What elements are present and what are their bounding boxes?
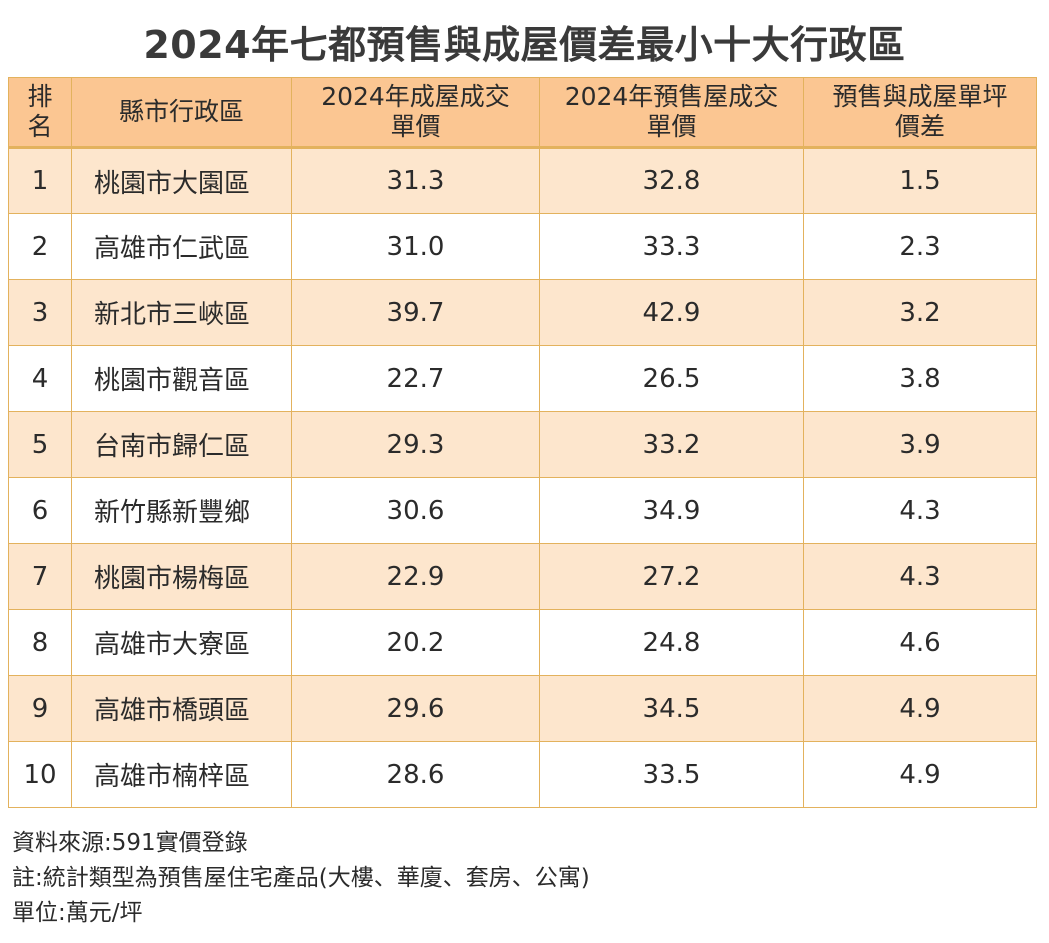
rank-cell: 7 xyxy=(8,543,72,610)
header-existing-line2: 單價 xyxy=(390,112,441,141)
presale-price-cell: 27.2 xyxy=(539,543,804,610)
region-cell: 高雄市仁武區 xyxy=(71,213,292,280)
header-rank-line1: 排 xyxy=(27,82,53,111)
header-presale-price: 2024年預售屋成交 單價 xyxy=(539,77,804,149)
region-cell: 桃園市大園區 xyxy=(71,147,292,214)
rank-cell: 8 xyxy=(8,609,72,676)
price-diff-cell: 4.6 xyxy=(803,609,1037,676)
price-diff-cell: 4.9 xyxy=(803,675,1037,742)
existing-price-cell: 31.0 xyxy=(291,213,540,280)
presale-price-cell: 34.9 xyxy=(539,477,804,544)
price-diff-cell: 3.8 xyxy=(803,345,1037,412)
region-cell: 新竹縣新豐鄉 xyxy=(71,477,292,544)
header-existing-line1: 2024年成屋成交 xyxy=(321,82,510,111)
presale-price-cell: 34.5 xyxy=(539,675,804,742)
region-cell: 桃園市楊梅區 xyxy=(71,543,292,610)
rank-cell: 3 xyxy=(8,279,72,346)
rank-cell: 6 xyxy=(8,477,72,544)
price-diff-cell: 3.2 xyxy=(803,279,1037,346)
table-row: 9 高雄市橋頭區 29.6 34.5 4.9 xyxy=(8,675,1037,742)
presale-price-cell: 33.5 xyxy=(539,741,804,808)
rank-cell: 1 xyxy=(8,147,72,214)
region-cell: 桃園市觀音區 xyxy=(71,345,292,412)
price-diff-cell: 1.5 xyxy=(803,147,1037,214)
region-cell: 高雄市楠梓區 xyxy=(71,741,292,808)
existing-price-cell: 30.6 xyxy=(291,477,540,544)
presale-price-cell: 42.9 xyxy=(539,279,804,346)
header-diff-line1: 預售與成屋單坪 xyxy=(832,82,1008,111)
rank-cell: 2 xyxy=(8,213,72,280)
region-cell: 高雄市大寮區 xyxy=(71,609,292,676)
existing-price-cell: 31.3 xyxy=(291,147,540,214)
existing-price-cell: 20.2 xyxy=(291,609,540,676)
header-region-line1: 縣市行政區 xyxy=(118,97,244,126)
header-presale-line2: 單價 xyxy=(646,112,697,141)
presale-price-cell: 33.3 xyxy=(539,213,804,280)
rank-cell: 4 xyxy=(8,345,72,412)
existing-price-cell: 22.7 xyxy=(291,345,540,412)
existing-price-cell: 28.6 xyxy=(291,741,540,808)
existing-price-cell: 29.6 xyxy=(291,675,540,742)
header-existing-price: 2024年成屋成交 單價 xyxy=(291,77,540,149)
table-row: 5 台南市歸仁區 29.3 33.2 3.9 xyxy=(8,411,1037,478)
header-rank-line2: 名 xyxy=(27,112,53,141)
presale-price-cell: 33.2 xyxy=(539,411,804,478)
table-row: 10 高雄市楠梓區 28.6 33.5 4.9 xyxy=(8,741,1037,808)
table-row: 6 新竹縣新豐鄉 30.6 34.9 4.3 xyxy=(8,477,1037,544)
scope-note: 註:統計類型為預售屋住宅產品(大樓、華廈、套房、公寓) xyxy=(12,865,590,891)
existing-price-cell: 39.7 xyxy=(291,279,540,346)
chart-title: 2024年七都預售與成屋價差最小十大行政區 xyxy=(143,23,906,67)
source-note: 資料來源:591實價登錄 xyxy=(12,830,248,856)
unit-note: 單位:萬元/坪 xyxy=(12,900,143,926)
header-rank: 排 名 xyxy=(8,77,72,149)
price-diff-cell: 4.9 xyxy=(803,741,1037,808)
region-cell: 新北市三峽區 xyxy=(71,279,292,346)
presale-price-cell: 26.5 xyxy=(539,345,804,412)
region-cell: 台南市歸仁區 xyxy=(71,411,292,478)
region-cell: 高雄市橋頭區 xyxy=(71,675,292,742)
table-row: 8 高雄市大寮區 20.2 24.8 4.6 xyxy=(8,609,1037,676)
table-row: 7 桃園市楊梅區 22.9 27.2 4.3 xyxy=(8,543,1037,610)
header-region: 縣市行政區 xyxy=(71,77,292,149)
footnotes: 資料來源:591實價登錄 註:統計類型為預售屋住宅產品(大樓、華廈、套房、公寓)… xyxy=(12,826,1032,931)
price-diff-cell: 3.9 xyxy=(803,411,1037,478)
rank-cell: 10 xyxy=(8,741,72,808)
price-diff-cell: 2.3 xyxy=(803,213,1037,280)
ranking-table: 排 名 縣市行政區 2024年成屋成交 單價 2024年預售屋成交 單價 預售與… xyxy=(8,77,1037,808)
price-diff-cell: 4.3 xyxy=(803,543,1037,610)
table-row: 4 桃園市觀音區 22.7 26.5 3.8 xyxy=(8,345,1037,412)
existing-price-cell: 29.3 xyxy=(291,411,540,478)
presale-price-cell: 24.8 xyxy=(539,609,804,676)
rank-cell: 9 xyxy=(8,675,72,742)
header-presale-line1: 2024年預售屋成交 xyxy=(564,82,779,111)
presale-price-cell: 32.8 xyxy=(539,147,804,214)
table-row: 2 高雄市仁武區 31.0 33.3 2.3 xyxy=(8,213,1037,280)
header-price-diff: 預售與成屋單坪 價差 xyxy=(803,77,1037,149)
table-row: 3 新北市三峽區 39.7 42.9 3.2 xyxy=(8,279,1037,346)
table-row: 1 桃園市大園區 31.3 32.8 1.5 xyxy=(8,147,1037,214)
rank-cell: 5 xyxy=(8,411,72,478)
table-header-row: 排 名 縣市行政區 2024年成屋成交 單價 2024年預售屋成交 單價 預售與… xyxy=(8,77,1037,149)
price-diff-cell: 4.3 xyxy=(803,477,1037,544)
header-diff-line2: 價差 xyxy=(894,112,945,141)
existing-price-cell: 22.9 xyxy=(291,543,540,610)
